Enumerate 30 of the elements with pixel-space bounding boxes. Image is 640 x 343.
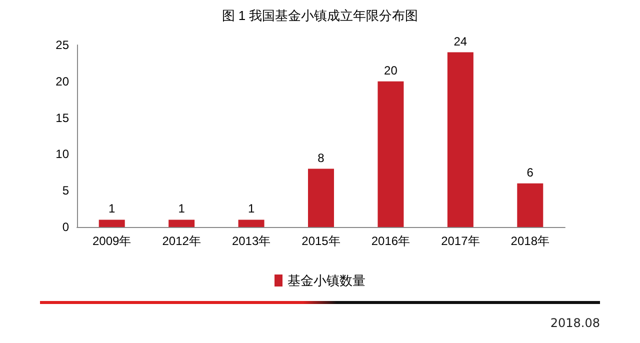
y-tick-label: 20 (56, 74, 70, 88)
y-tick-label: 15 (56, 110, 70, 125)
data-label: 1 (108, 202, 116, 216)
x-tick-label: 2015年 (302, 234, 340, 248)
y-tick-label: 25 (56, 38, 70, 52)
text: 2018.08 (550, 316, 600, 330)
y-tick-label: 10 (56, 147, 70, 162)
data-label: 24 (454, 34, 468, 48)
bar (98, 220, 125, 227)
bar (447, 52, 474, 227)
legend-label: 基金小镇数量 (288, 273, 366, 288)
x-tick-label: 2009年 (92, 234, 132, 248)
chart-title: 图 1 我国基金小镇成立年限分布图 (222, 8, 418, 23)
y-tick-label: 0 (62, 220, 70, 234)
data-label: 20 (384, 63, 398, 78)
bar (238, 220, 264, 227)
data-label: 1 (248, 202, 255, 216)
bar (517, 183, 544, 227)
x-tick-label: 2018年 (510, 234, 550, 248)
data-label: 6 (526, 165, 534, 180)
bar (378, 81, 404, 227)
bar (168, 220, 195, 227)
x-tick-label: 2013年 (232, 234, 271, 248)
bar (308, 168, 334, 227)
x-tick-label: 2016年 (371, 234, 410, 248)
x-tick-label: 2012年 (162, 234, 201, 248)
y-tick-label: 5 (62, 184, 70, 198)
data-label: 1 (178, 202, 186, 216)
x-tick-label: 2017年 (441, 234, 480, 248)
data-label: 8 (318, 150, 325, 165)
